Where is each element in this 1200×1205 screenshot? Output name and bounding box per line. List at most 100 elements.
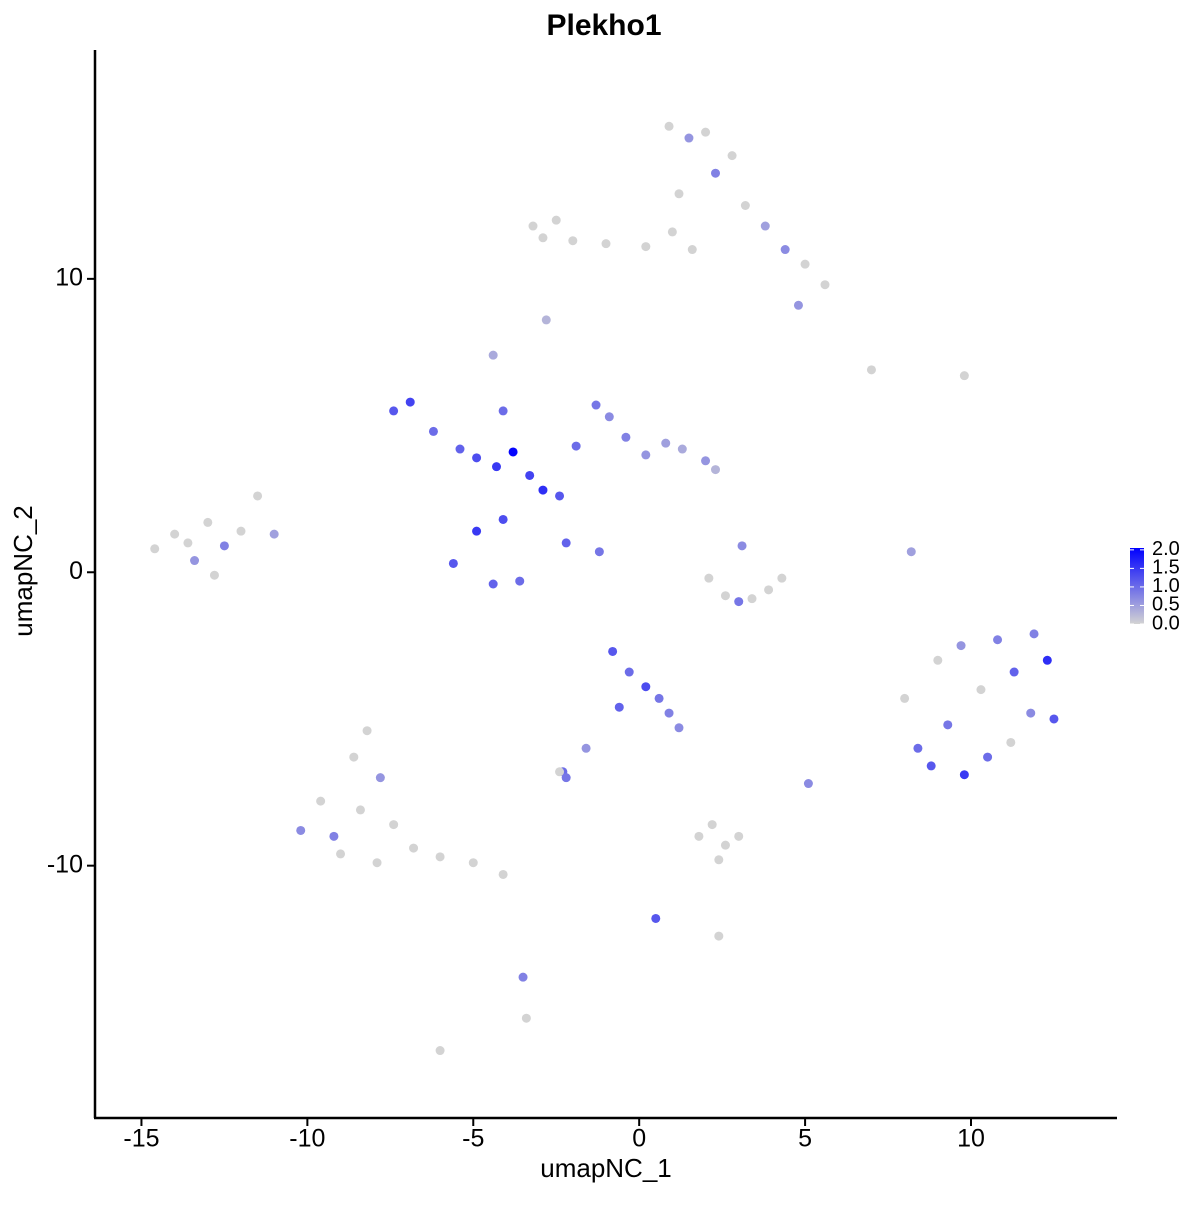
point <box>900 693 910 703</box>
point <box>316 796 326 806</box>
point <box>1026 708 1036 718</box>
point <box>727 151 737 161</box>
point <box>1042 655 1052 665</box>
point <box>329 831 339 841</box>
point <box>694 831 704 841</box>
point <box>296 825 306 835</box>
point <box>488 579 498 589</box>
point <box>701 127 711 137</box>
point <box>760 221 770 231</box>
point <box>219 541 229 551</box>
point <box>820 280 830 290</box>
point <box>714 855 724 865</box>
point <box>704 573 714 583</box>
point <box>508 447 518 457</box>
point <box>959 371 969 381</box>
point <box>209 570 219 580</box>
point <box>448 558 458 568</box>
y-axis-title: umapNC_2 <box>8 505 38 637</box>
point <box>764 585 774 595</box>
point <box>956 641 966 651</box>
point <box>906 547 916 557</box>
point <box>641 682 651 692</box>
point <box>561 538 571 548</box>
point <box>651 913 661 923</box>
x-tick-label: 0 <box>632 1125 646 1153</box>
point <box>389 406 399 416</box>
point <box>518 972 528 982</box>
x-tick-label: 10 <box>957 1125 985 1153</box>
point <box>336 849 346 859</box>
point <box>740 201 750 211</box>
point <box>913 743 923 753</box>
point <box>926 761 936 771</box>
point <box>737 541 747 551</box>
point <box>624 667 634 677</box>
point <box>375 773 385 783</box>
point <box>711 168 720 178</box>
point <box>701 456 711 466</box>
point <box>498 406 508 416</box>
point <box>621 432 631 442</box>
colorbar-label: 0.5 <box>1152 594 1180 616</box>
point <box>800 259 810 269</box>
point <box>747 594 757 604</box>
point <box>170 529 180 539</box>
point <box>555 491 565 501</box>
point <box>492 462 501 472</box>
point <box>362 726 372 736</box>
y-tick-label: 0 <box>69 557 83 585</box>
chart-title: Plekho1 <box>546 9 661 42</box>
point <box>684 133 694 143</box>
point <box>614 702 624 712</box>
x-tick-label: -5 <box>462 1125 484 1153</box>
x-tick-label: -15 <box>123 1125 159 1153</box>
point <box>720 591 730 601</box>
point <box>677 444 687 454</box>
point <box>409 843 419 853</box>
point <box>674 723 684 733</box>
point <box>435 1046 445 1056</box>
point <box>976 685 986 695</box>
point <box>541 315 551 325</box>
point <box>1029 629 1039 639</box>
point <box>488 350 498 360</box>
point <box>349 752 359 762</box>
point <box>468 858 478 868</box>
point <box>568 236 578 246</box>
point <box>641 450 651 460</box>
point <box>555 767 565 777</box>
point <box>435 852 445 862</box>
point <box>959 770 969 780</box>
point <box>674 189 684 199</box>
point <box>269 529 279 539</box>
point <box>389 820 399 830</box>
point <box>405 397 415 407</box>
y-tick-label: -10 <box>47 850 83 878</box>
point <box>581 743 591 753</box>
point <box>1049 714 1059 724</box>
point <box>538 485 548 495</box>
point <box>472 453 482 463</box>
point <box>521 1013 531 1023</box>
point <box>667 227 677 237</box>
point <box>1006 737 1016 747</box>
point <box>983 752 993 762</box>
x-tick-label: -10 <box>289 1125 325 1153</box>
point <box>183 538 193 548</box>
point <box>793 300 803 310</box>
point <box>707 820 717 830</box>
colorbar-label: 0.0 <box>1152 612 1180 634</box>
point <box>1009 667 1019 677</box>
x-axis-title: umapNC_1 <box>540 1153 672 1183</box>
point <box>601 239 611 249</box>
point <box>654 693 664 703</box>
x-tick-label: 5 <box>798 1125 812 1153</box>
point <box>551 215 561 225</box>
point <box>608 646 618 656</box>
point <box>711 465 720 475</box>
point <box>472 526 482 536</box>
point <box>641 242 651 252</box>
point <box>498 514 508 524</box>
